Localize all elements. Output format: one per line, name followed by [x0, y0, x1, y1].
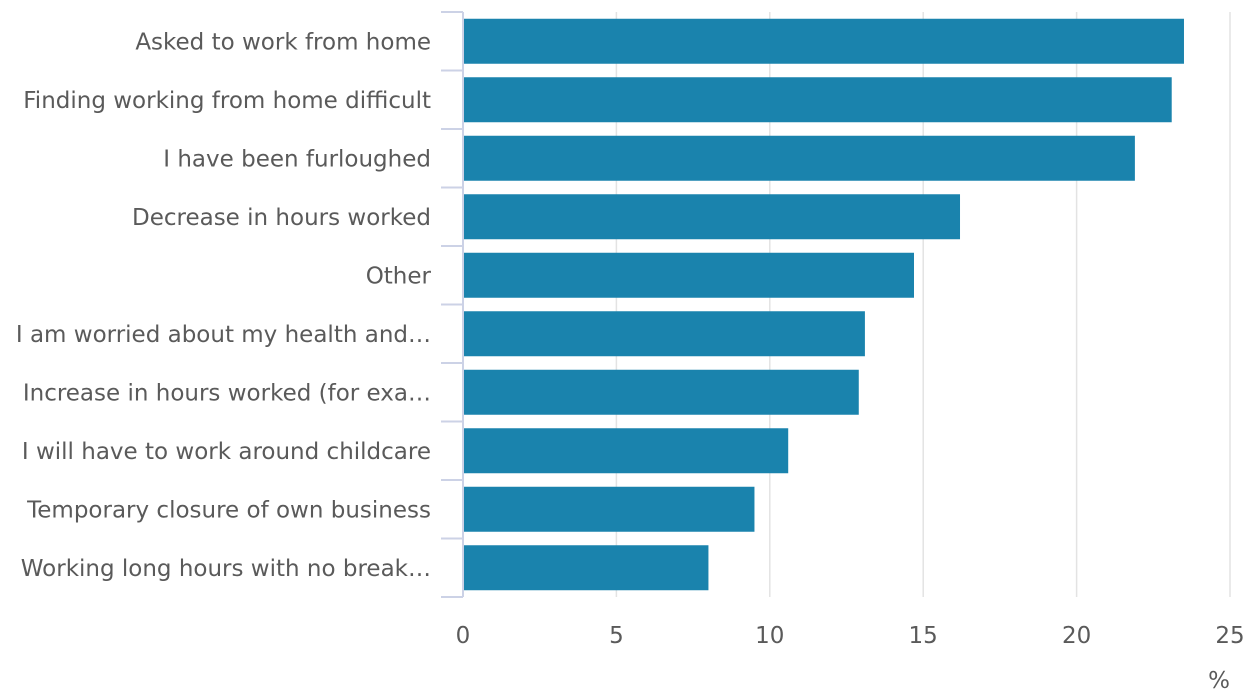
- category-label: I will have to work around childcare: [22, 439, 431, 465]
- bar[interactable]: [463, 486, 755, 532]
- category-label: Temporary closure of own business: [26, 497, 431, 523]
- bar[interactable]: [463, 428, 789, 474]
- category-label: Finding working from home difficult: [23, 88, 431, 114]
- category-label: Working long hours with no break…: [21, 556, 431, 582]
- bar[interactable]: [463, 18, 1184, 64]
- bars: [463, 18, 1184, 591]
- category-label: I am worried about my health and…: [16, 322, 431, 348]
- bar[interactable]: [463, 194, 961, 240]
- bar[interactable]: [463, 369, 859, 415]
- x-tick-label: 20: [1062, 623, 1091, 649]
- x-axis-ticks: 0 5 10 15 20 25: [456, 623, 1245, 649]
- category-label: Asked to work from home: [135, 29, 431, 55]
- x-tick-label: 15: [909, 623, 938, 649]
- y-axis: [441, 11, 464, 598]
- x-tick-label: 5: [609, 623, 624, 649]
- category-label: Other: [366, 263, 432, 289]
- x-tick-label: 0: [456, 623, 471, 649]
- category-label: Decrease in hours worked: [132, 205, 431, 231]
- bar[interactable]: [463, 77, 1172, 123]
- bar[interactable]: [463, 252, 914, 298]
- bar[interactable]: [463, 311, 865, 357]
- x-axis-unit-label: %: [1208, 668, 1230, 690]
- category-label: I have been furloughed: [163, 146, 431, 172]
- bar[interactable]: [463, 135, 1135, 181]
- x-tick-label: 25: [1215, 623, 1244, 649]
- bar[interactable]: [463, 545, 709, 591]
- category-labels: Asked to work from home Finding working f…: [16, 29, 432, 582]
- x-tick-label: 10: [755, 623, 784, 649]
- category-label: Increase in hours worked (for exa…: [23, 380, 431, 406]
